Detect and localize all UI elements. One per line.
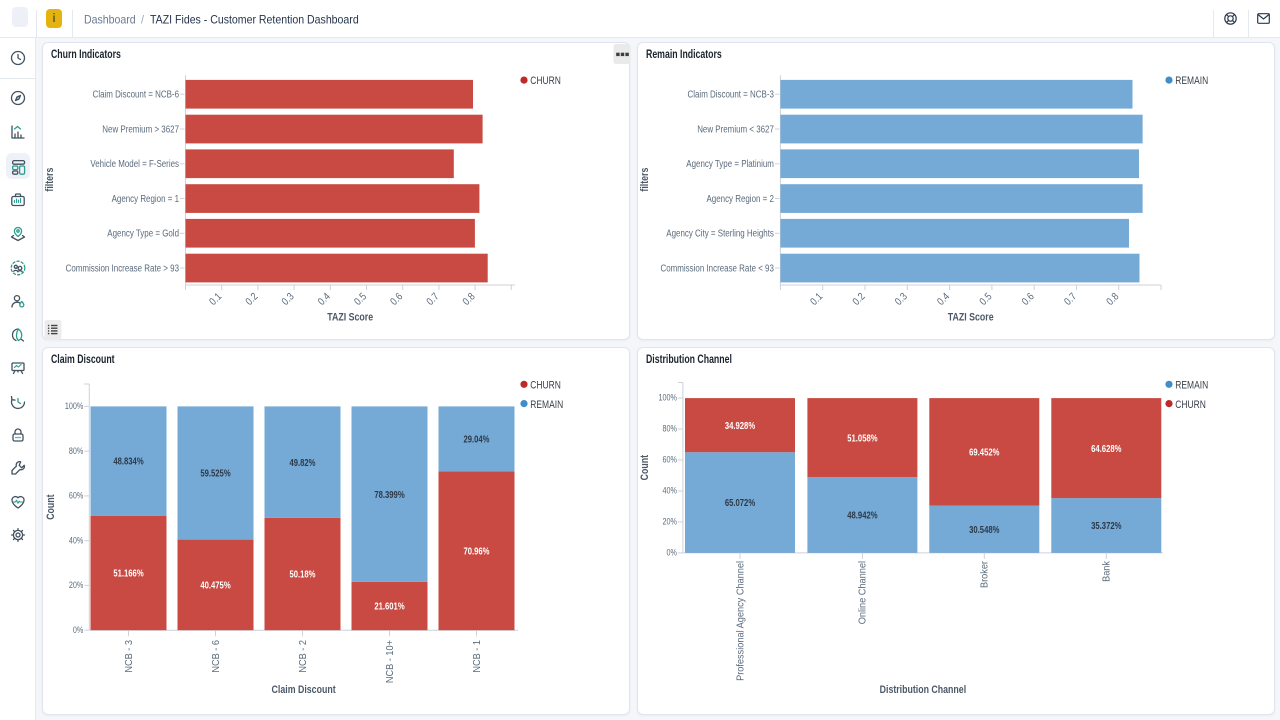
svg-text:TAZI Score: TAZI Score	[948, 312, 994, 324]
svg-text:0.6: 0.6	[388, 291, 405, 308]
svg-text:New Premium < 3627: New Premium < 3627	[697, 124, 774, 135]
svg-text:Bank: Bank	[1102, 560, 1113, 582]
svg-text:40%: 40%	[663, 486, 677, 496]
svg-text:0.6: 0.6	[1020, 291, 1037, 308]
svg-text:48.942%: 48.942%	[847, 510, 878, 522]
svg-text:21.601%: 21.601%	[374, 601, 405, 613]
svg-text:64.628%: 64.628%	[1091, 443, 1122, 455]
svg-text:filters: filters	[639, 168, 651, 192]
svg-text:Agency Type = Gold: Agency Type = Gold	[107, 229, 179, 240]
svg-text:NCB - 10+: NCB - 10+	[385, 640, 396, 683]
svg-text:59.525%: 59.525%	[200, 468, 231, 480]
svg-text:78.399%: 78.399%	[374, 489, 405, 501]
svg-text:0.1: 0.1	[808, 291, 825, 308]
svg-text:REMAIN: REMAIN	[1175, 75, 1208, 87]
svg-text:Commission Increase Rate < 93: Commission Increase Rate < 93	[661, 263, 774, 274]
svg-text:51.166%: 51.166%	[113, 568, 144, 580]
svg-text:0.2: 0.2	[850, 291, 867, 308]
svg-text:0.2: 0.2	[243, 291, 260, 308]
svg-text:Count: Count	[45, 494, 57, 520]
svg-text:60%: 60%	[663, 455, 677, 465]
svg-text:NCB - 1: NCB - 1	[472, 640, 483, 673]
svg-text:/: /	[141, 13, 145, 27]
svg-text:Claim Discount = NCB-3: Claim Discount = NCB-3	[688, 90, 774, 101]
svg-text:filters: filters	[44, 168, 56, 192]
svg-text:Distribution Channel: Distribution Channel	[880, 684, 967, 696]
svg-text:100%: 100%	[65, 401, 83, 411]
svg-text:NCB - 6: NCB - 6	[211, 640, 222, 673]
svg-text:Remain Indicators: Remain Indicators	[646, 49, 722, 61]
svg-text:Professional Agency Channel: Professional Agency Channel	[735, 561, 746, 681]
svg-text:60%: 60%	[69, 491, 83, 501]
svg-text:50.18%: 50.18%	[290, 569, 316, 581]
svg-text:0.1: 0.1	[207, 291, 224, 308]
svg-text:0.3: 0.3	[893, 291, 910, 308]
svg-text:0.4: 0.4	[935, 291, 952, 308]
svg-text:0.5: 0.5	[977, 291, 994, 308]
svg-text:30.548%: 30.548%	[969, 524, 1000, 536]
svg-text:New Premium > 3627: New Premium > 3627	[102, 124, 179, 135]
svg-text:40%: 40%	[69, 535, 83, 545]
svg-text:80%: 80%	[69, 446, 83, 456]
svg-text:0.8: 0.8	[460, 291, 477, 308]
svg-text:Commission Increase Rate > 93: Commission Increase Rate > 93	[66, 263, 179, 274]
svg-text:Distribution Channel: Distribution Channel	[646, 354, 732, 366]
svg-text:REMAIN: REMAIN	[1175, 380, 1208, 392]
svg-text:TAZI Fides - Customer Retentio: TAZI Fides - Customer Retention Dashboar…	[150, 13, 359, 27]
svg-text:48.834%: 48.834%	[113, 456, 144, 468]
svg-text:0%: 0%	[667, 548, 677, 558]
svg-text:20%: 20%	[69, 580, 83, 590]
svg-text:Claim Discount = NCB-6: Claim Discount = NCB-6	[93, 90, 179, 101]
svg-text:TAZI Score: TAZI Score	[327, 312, 373, 324]
svg-text:Online Channel: Online Channel	[858, 561, 869, 624]
svg-text:34.928%: 34.928%	[725, 420, 756, 432]
svg-text:Broker: Broker	[980, 560, 991, 588]
svg-text:65.072%: 65.072%	[725, 497, 756, 509]
svg-text:CHURN: CHURN	[1175, 399, 1206, 411]
svg-text:CHURN: CHURN	[530, 380, 561, 392]
svg-text:29.04%: 29.04%	[464, 434, 490, 446]
svg-text:0.7: 0.7	[424, 291, 441, 308]
svg-text:49.82%: 49.82%	[290, 457, 316, 469]
svg-text:CHURN: CHURN	[530, 75, 561, 87]
svg-text:Claim Discount: Claim Discount	[51, 354, 115, 366]
svg-text:0.4: 0.4	[316, 291, 333, 308]
svg-text:NCB - 3: NCB - 3	[124, 640, 135, 673]
svg-text:Churn Indicators: Churn Indicators	[51, 49, 121, 61]
svg-text:100%: 100%	[659, 393, 677, 403]
svg-text:Agency Type = Platinium: Agency Type = Platinium	[686, 159, 774, 170]
svg-text:0.8: 0.8	[1104, 291, 1121, 308]
svg-text:0.7: 0.7	[1062, 291, 1079, 308]
svg-text:35.372%: 35.372%	[1091, 520, 1122, 532]
svg-text:Count: Count	[639, 455, 651, 481]
svg-text:NCB - 2: NCB - 2	[298, 640, 309, 673]
svg-text:20%: 20%	[663, 517, 677, 527]
svg-text:Dashboard: Dashboard	[84, 13, 136, 27]
svg-text:Agency Region = 1: Agency Region = 1	[112, 194, 179, 205]
svg-text:Agency Region = 2: Agency Region = 2	[707, 194, 774, 205]
svg-text:40.475%: 40.475%	[200, 580, 231, 592]
svg-text:70.96%: 70.96%	[464, 546, 490, 558]
svg-text:REMAIN: REMAIN	[530, 399, 563, 411]
svg-text:51.058%: 51.058%	[847, 432, 878, 444]
svg-text:Vehicle Model = F-Series: Vehicle Model = F-Series	[90, 159, 179, 170]
svg-text:0.5: 0.5	[352, 291, 369, 308]
svg-text:Agency City = Sterling Heights: Agency City = Sterling Heights	[666, 229, 774, 240]
svg-text:0.3: 0.3	[279, 291, 296, 308]
svg-text:69.452%: 69.452%	[969, 447, 1000, 459]
svg-text:80%: 80%	[663, 424, 677, 434]
svg-text:0%: 0%	[73, 625, 83, 635]
svg-text:Claim Discount: Claim Discount	[272, 684, 336, 696]
